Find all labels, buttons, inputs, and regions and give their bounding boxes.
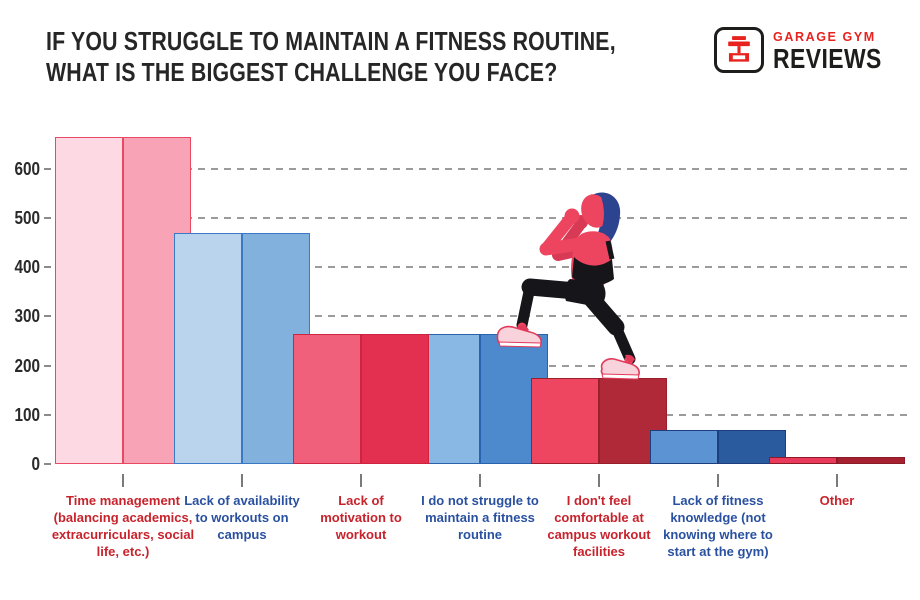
x-axis-tick-2	[241, 474, 243, 487]
bar-i-do-not	[412, 333, 548, 464]
x-axis-tick-7	[836, 474, 838, 487]
x-axis-label-i-dont-feel: I don't feel comfortable at campus worko…	[547, 493, 651, 560]
y-axis-label-300: 300	[14, 306, 41, 327]
x-axis-label-i-do-not: I do not struggle to maintain a fitness …	[421, 493, 539, 543]
bar-other	[769, 456, 905, 464]
logo-brand-top: GARAGE GYM	[773, 30, 876, 44]
back-sneaker	[600, 354, 640, 380]
y-axis-tick-500	[44, 217, 51, 219]
y-axis-label-200: 200	[14, 355, 41, 376]
y-axis-tick-300	[44, 315, 51, 318]
y-axis-tick-0	[44, 463, 51, 465]
x-axis-tick-4	[479, 474, 481, 487]
y-axis-label-600: 600	[14, 158, 41, 179]
x-axis-label-lack-of-motivation: Lack of motivation to workout	[320, 493, 402, 543]
y-axis-label-100: 100	[14, 404, 41, 425]
y-axis-label-0: 0	[31, 454, 40, 474]
x-axis-tick-1	[122, 474, 124, 487]
logo-brand-bottom: REVIEWS	[773, 43, 882, 74]
dumbbell-icon	[714, 27, 764, 73]
garage-gym-reviews-logo: GARAGE GYM REVIEWS	[714, 27, 906, 73]
x-axis-label-time-management-balancing: Time management (balancing academics, ex…	[51, 493, 195, 560]
gridline-500	[55, 217, 908, 219]
x-axis-label-lack-of-fitness: Lack of fitness knowledge (not knowing w…	[663, 493, 773, 560]
gridline-300	[55, 315, 908, 318]
y-axis-label-400: 400	[14, 257, 41, 278]
gridline-400	[55, 266, 908, 269]
bar-i-dont-feel	[531, 377, 667, 464]
y-axis-tick-400	[44, 266, 51, 269]
front-sneaker	[496, 325, 542, 348]
x-axis-tick-6	[717, 474, 719, 487]
y-axis-tick-200	[44, 364, 51, 367]
chart-title-line2: WHAT IS THE BIGGEST CHALLENGE YOU FACE?	[46, 57, 558, 88]
y-axis-label-500: 500	[14, 208, 41, 228]
y-axis-tick-600	[44, 167, 51, 170]
bar-lack-of-motivation	[293, 333, 429, 464]
x-axis-tick-5	[598, 474, 600, 487]
lunging-woman-illustration	[496, 192, 640, 380]
x-axis-tick-3	[360, 474, 362, 487]
x-axis-label-lack-of-availability: Lack of availability to workouts on camp…	[184, 493, 300, 543]
chart-title-line1: IF YOU STRUGGLE TO MAINTAIN A FITNESS RO…	[46, 26, 616, 56]
logo-text: GARAGE GYM REVIEWS	[773, 27, 906, 73]
chart-title: IF YOU STRUGGLE TO MAINTAIN A FITNESS RO…	[46, 26, 741, 88]
x-axis-label-other: Other	[819, 493, 855, 508]
bar-time-management-balancing	[55, 136, 191, 464]
bar-lack-of-availability	[174, 232, 310, 464]
bar-lack-of-fitness	[650, 429, 786, 464]
gridline-600	[55, 167, 908, 170]
y-axis-tick-100	[44, 413, 51, 416]
